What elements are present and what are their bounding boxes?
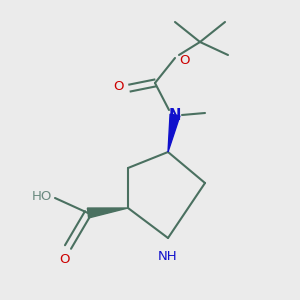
Text: N: N bbox=[169, 107, 181, 122]
Polygon shape bbox=[87, 208, 128, 218]
Text: NH: NH bbox=[158, 250, 178, 263]
Text: O: O bbox=[179, 53, 190, 67]
Polygon shape bbox=[168, 114, 180, 152]
Text: HO: HO bbox=[32, 190, 52, 202]
Text: O: O bbox=[59, 253, 69, 266]
Text: O: O bbox=[113, 80, 124, 94]
